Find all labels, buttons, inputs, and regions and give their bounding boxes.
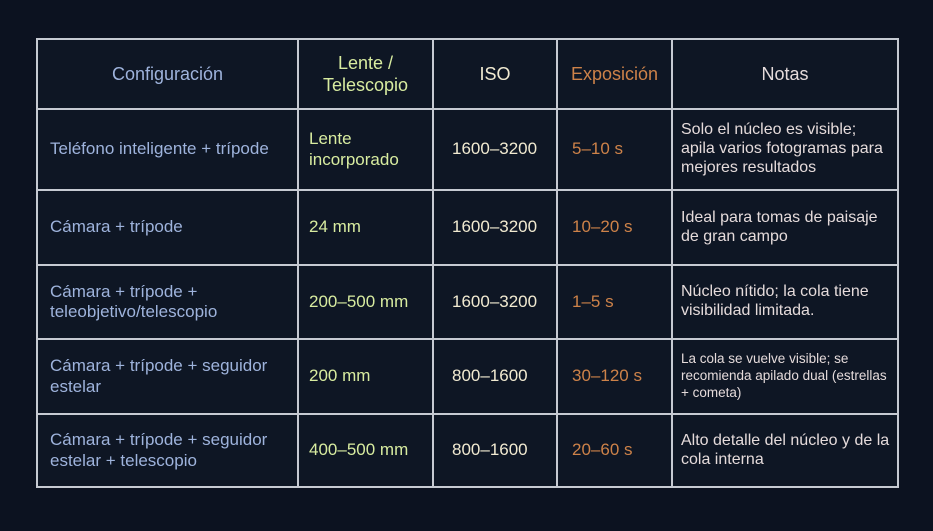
- header-lente-telescopio: Lente / Telescopio: [297, 38, 434, 110]
- table-row: Teléfono inteligente + trípode Lente inc…: [36, 108, 899, 191]
- header-exposicion: Exposición: [556, 38, 673, 110]
- cell-notes: Solo el núcleo es visible; apila varios …: [671, 108, 899, 191]
- table-row: Cámara + trípode 24 mm 1600–3200 10–20 s…: [36, 189, 899, 266]
- cell-notes: La cola se vuelve visible; se recomienda…: [671, 338, 899, 415]
- cell-config: Cámara + trípode + seguidor estelar + te…: [36, 413, 299, 488]
- cell-lens: 200 mm: [297, 338, 434, 415]
- table-row: Cámara + trípode + seguidor estelar + te…: [36, 413, 899, 488]
- table-row: Cámara + trípode + seguidor estelar 200 …: [36, 338, 899, 415]
- cell-notes: Ideal para tomas de paisaje de gran camp…: [671, 189, 899, 266]
- cell-config: Cámara + trípode + seguidor estelar: [36, 338, 299, 415]
- cell-lens: 24 mm: [297, 189, 434, 266]
- cell-iso: 800–1600: [432, 413, 558, 488]
- cell-lens: 400–500 mm: [297, 413, 434, 488]
- cell-config: Teléfono inteligente + trípode: [36, 108, 299, 191]
- cell-iso: 1600–3200: [432, 264, 558, 340]
- cell-iso: 1600–3200: [432, 108, 558, 191]
- cell-config: Cámara + trípode + teleobjetivo/telescop…: [36, 264, 299, 340]
- astrophoto-settings-table: Configuración Lente / Telescopio ISO Exp…: [36, 38, 899, 488]
- cell-iso: 1600–3200: [432, 189, 558, 266]
- cell-lens: Lente incorporado: [297, 108, 434, 191]
- header-configuracion: Configuración: [36, 38, 299, 110]
- cell-lens: 200–500 mm: [297, 264, 434, 340]
- settings-table-container: Configuración Lente / Telescopio ISO Exp…: [36, 38, 899, 488]
- cell-iso: 800–1600: [432, 338, 558, 415]
- header-iso: ISO: [432, 38, 558, 110]
- table-header-row: Configuración Lente / Telescopio ISO Exp…: [36, 38, 899, 110]
- cell-exposure: 5–10 s: [556, 108, 673, 191]
- cell-config: Cámara + trípode: [36, 189, 299, 266]
- cell-exposure: 30–120 s: [556, 338, 673, 415]
- cell-notes: Núcleo nítido; la cola tiene visibilidad…: [671, 264, 899, 340]
- header-notas: Notas: [671, 38, 899, 110]
- cell-exposure: 1–5 s: [556, 264, 673, 340]
- cell-exposure: 10–20 s: [556, 189, 673, 266]
- cell-exposure: 20–60 s: [556, 413, 673, 488]
- cell-notes: Alto detalle del núcleo y de la cola int…: [671, 413, 899, 488]
- table-row: Cámara + trípode + teleobjetivo/telescop…: [36, 264, 899, 340]
